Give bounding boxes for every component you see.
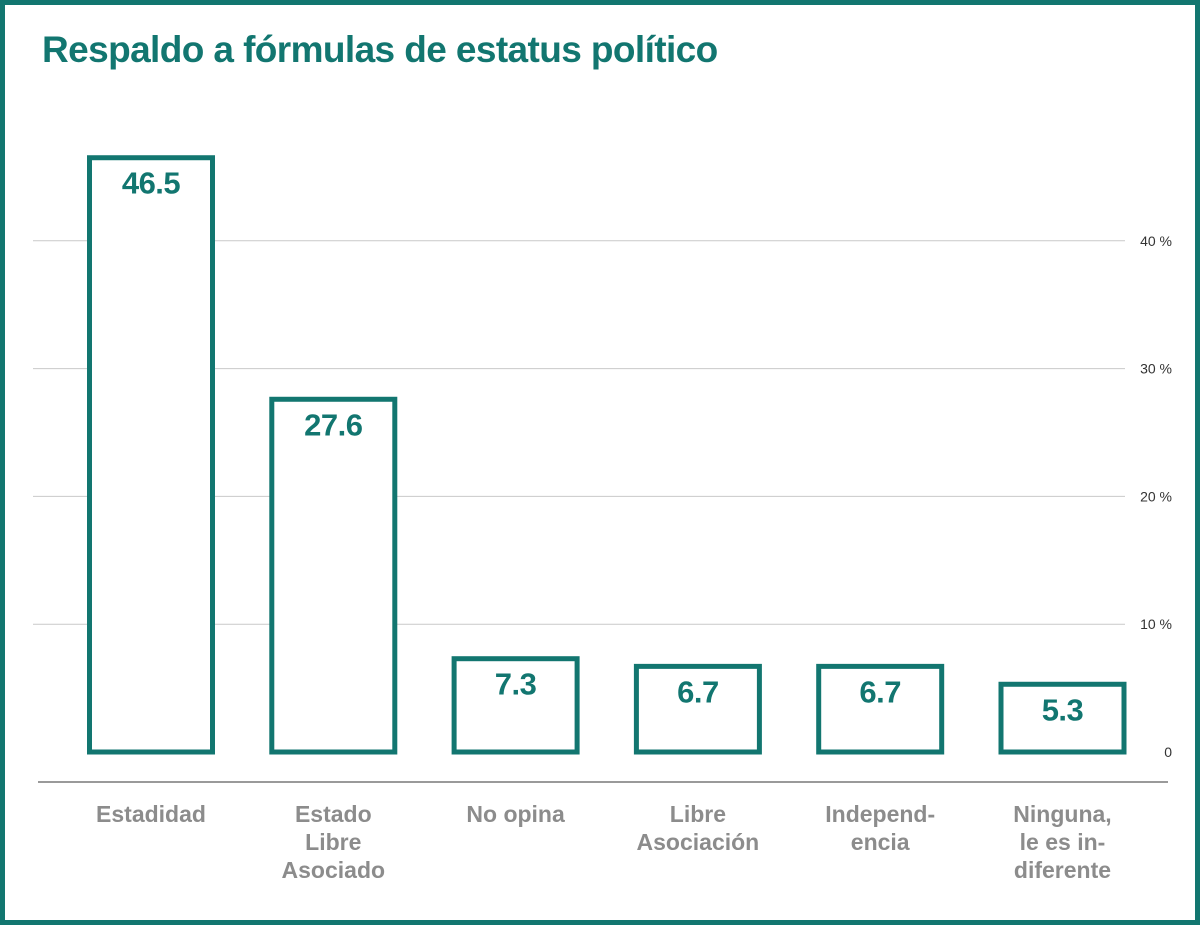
y-tick-label: 30 % [1140, 361, 1172, 377]
x-tick-label-line: Asociado [282, 857, 386, 883]
bar [269, 396, 398, 755]
bar [87, 155, 215, 755]
y-tick-label: 10 % [1140, 616, 1172, 632]
data-label: 6.7 [677, 674, 719, 709]
data-label: 6.7 [859, 674, 901, 709]
bar [816, 663, 945, 755]
x-tick-label-line: Asociación [637, 829, 760, 855]
bar [998, 681, 1127, 755]
x-tick-label: Libre Asociación [637, 801, 760, 855]
data-label: 7.3 [495, 667, 537, 702]
x-tick-label-line: encia [851, 829, 910, 855]
data-label: 27.6 [304, 407, 363, 442]
x-tick-label-line: Libre [305, 829, 361, 855]
x-tick-label-line: No opina [466, 801, 565, 827]
x-tick-label-line: diferente [1014, 857, 1111, 883]
bar [451, 656, 580, 755]
x-tick-label-line: Libre [670, 801, 726, 827]
x-tick-label-line: Independ- [825, 801, 935, 827]
x-tick-label: Estado Libre Asociado [282, 801, 386, 883]
y-tick-label: 40 % [1140, 233, 1172, 249]
bar-chart: 0 10 % 20 % 30 % 40 % 46.5 Estadidad 27.6 Estado… [33, 155, 1172, 883]
x-tick-label: Ninguna, le es in-diferente [1013, 801, 1111, 883]
x-tick-label-line: Ninguna, [1013, 801, 1111, 827]
bar [633, 663, 762, 755]
x-tick-label-line: Estado [295, 801, 372, 827]
x-tick-label: Independ-encia [825, 801, 935, 855]
x-tick-label-line: Estadidad [96, 801, 206, 827]
x-tick-label: No opina [466, 801, 565, 827]
y-tick-label: 20 % [1140, 488, 1172, 504]
x-tick-label: Estadidad [96, 801, 206, 827]
y-tick-label: 0 [1164, 744, 1172, 760]
x-tick-label-line: le es in- [1020, 829, 1106, 855]
data-label: 5.3 [1042, 692, 1084, 727]
chart-title: Respaldo a fórmulas de estatus político [42, 29, 718, 70]
data-label: 46.5 [122, 166, 181, 201]
